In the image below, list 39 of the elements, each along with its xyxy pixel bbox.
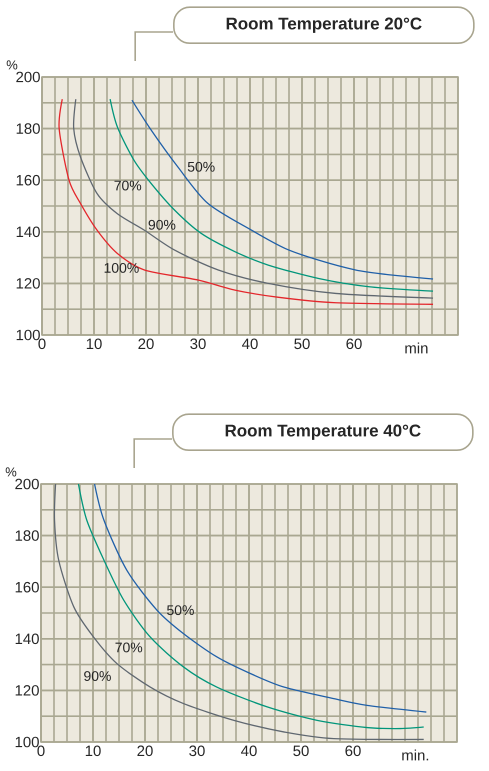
series-label: 70% — [115, 642, 142, 652]
y-tick-label: 100 — [16, 736, 39, 748]
series-label: 90% — [84, 671, 111, 681]
y-tick-label: 100 — [16, 330, 40, 340]
chart-title: Room Temperature 20°C — [226, 18, 422, 33]
x-axis-title: min. — [402, 750, 428, 760]
x-tick-label: 40 — [242, 338, 258, 350]
x-tick-label: 0 — [38, 338, 46, 350]
y-tick-label: 160 — [16, 174, 40, 186]
y-tick-label: 120 — [16, 685, 39, 696]
x-tick-label: 60 — [345, 746, 361, 756]
y-axis-title: % — [6, 60, 18, 70]
x-tick-label: 40 — [241, 746, 257, 756]
series-label: 90% — [148, 220, 176, 230]
x-tick-label: 10 — [86, 338, 102, 350]
x-axis-title: min — [405, 342, 428, 354]
y-tick-label: 140 — [16, 226, 40, 238]
x-tick-label: 50 — [293, 746, 309, 756]
series-label: 100% — [104, 262, 139, 273]
x-tick-label: 50 — [294, 338, 310, 350]
y-axis-title: % — [6, 467, 16, 476]
y-tick-label: 160 — [16, 582, 39, 592]
y-tick-label: 120 — [16, 278, 40, 289]
series-label: 70% — [114, 180, 142, 190]
x-tick-label: 30 — [190, 338, 206, 350]
y-tick-label: 140 — [16, 634, 39, 644]
x-tick-label: 60 — [346, 338, 362, 350]
y-tick-label: 180 — [16, 123, 40, 134]
x-tick-label: 30 — [189, 746, 205, 756]
x-tick-label: 20 — [138, 338, 154, 350]
y-tick-label: 200 — [15, 478, 39, 490]
series-label: 50% — [167, 605, 194, 616]
y-tick-label: 180 — [16, 530, 39, 541]
series-label: 50% — [188, 162, 215, 172]
x-tick-label: 20 — [137, 746, 153, 756]
y-tick-label: 200 — [16, 72, 40, 82]
x-tick-label: 10 — [86, 746, 101, 756]
x-tick-label: 0 — [37, 746, 45, 756]
chart-title: Room Temperature 40°C — [226, 424, 421, 440]
